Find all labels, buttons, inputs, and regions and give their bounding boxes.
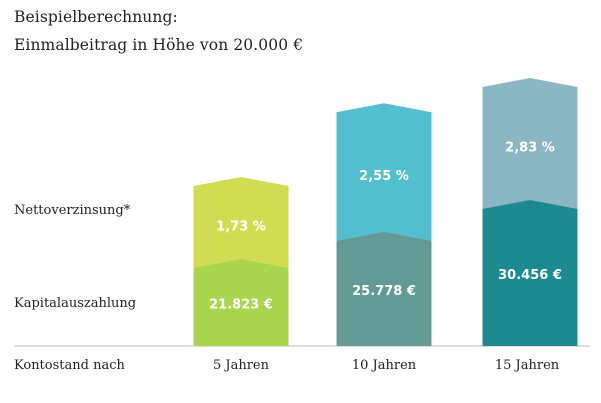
- chart-title-line-2: Einmalbeitrag in Höhe von 20.000 €: [14, 36, 304, 54]
- row-label-net-interest: Nettoverzinsung*: [14, 203, 131, 218]
- chart-title-line-1: Beispielberechnung:: [14, 8, 178, 26]
- value-label-net-interest-2: 2,55 %: [359, 169, 409, 184]
- bar-net-interest-2: [336, 103, 432, 241]
- value-label-net-interest-3: 2,83 %: [505, 141, 555, 156]
- value-label-net-interest-1: 1,73 %: [216, 220, 266, 235]
- bar-net-interest-3: [482, 78, 578, 209]
- bar-capital-payout-2: [336, 231, 432, 346]
- bar-group: 1,73 % 21.823 € 2,55 % 25.778 € 2,83 % 30.456…: [193, 78, 578, 346]
- category-label-5-years: 5 Jahren: [212, 358, 270, 373]
- value-label-capital-payout-1: 21.823 €: [209, 298, 273, 313]
- bar-net-interest-1: [193, 177, 289, 268]
- category-label-10-years: 10 Jahren: [351, 358, 417, 373]
- category-label-15-years: 15 Jahren: [494, 358, 560, 373]
- x-axis-label: Kontostand nach: [14, 358, 125, 373]
- bar-capital-payout-1: [193, 259, 289, 346]
- value-label-capital-payout-2: 25.778 €: [352, 284, 416, 299]
- bar-capital-payout-3: [482, 200, 578, 346]
- value-label-capital-payout-3: 30.456 €: [498, 268, 562, 283]
- row-label-capital-payout: Kapitalauszahlung: [14, 296, 137, 311]
